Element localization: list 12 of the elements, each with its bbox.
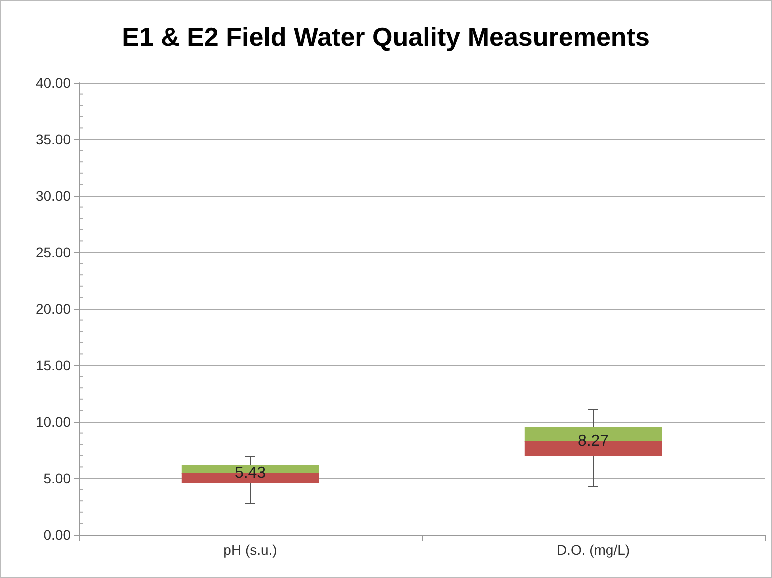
y-tick-label: 20.00 xyxy=(36,301,72,317)
y-tick-label: 5.00 xyxy=(44,470,72,486)
x-tick-label: D.O. (mg/L) xyxy=(556,542,630,558)
y-tick-label: 15.00 xyxy=(36,358,72,374)
y-tick-label: 10.00 xyxy=(36,414,72,430)
chart-title: E1 & E2 Field Water Quality Measurements xyxy=(122,22,650,52)
x-tick-label: pH (s.u.) xyxy=(224,542,278,558)
y-tick-label: 40.00 xyxy=(36,75,72,91)
y-tick-label: 30.00 xyxy=(36,188,72,204)
y-tick-label: 0.00 xyxy=(44,527,72,543)
y-tick-label: 35.00 xyxy=(36,132,72,148)
y-tick-label: 25.00 xyxy=(36,244,72,260)
